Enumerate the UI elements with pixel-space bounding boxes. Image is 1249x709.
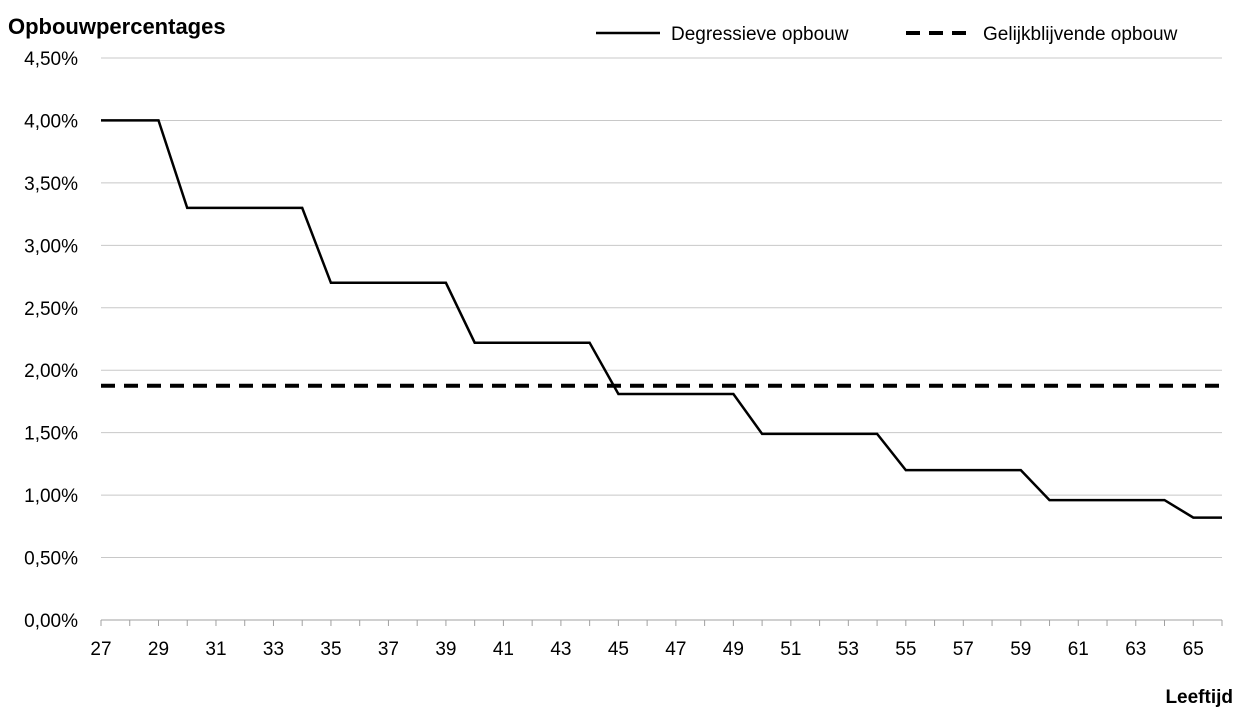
- x-tick-label: 39: [435, 639, 456, 660]
- x-tick-label: 61: [1068, 639, 1089, 660]
- y-tick-label: 2,50%: [24, 299, 78, 320]
- x-tick-label: 45: [608, 639, 629, 660]
- x-tick-label: 59: [1010, 639, 1031, 660]
- y-tick-label: 4,50%: [24, 49, 78, 70]
- legend-label-gelijkblijvende: Gelijkblijvende opbouw: [983, 24, 1178, 45]
- x-tick-label: 33: [263, 639, 284, 660]
- y-tick-label: 0,50%: [24, 549, 78, 570]
- y-tick-label: 1,50%: [24, 424, 78, 445]
- x-tick-label: 63: [1125, 639, 1146, 660]
- legend: Degressieve opbouw Gelijkblijvende opbou…: [596, 24, 1178, 45]
- x-tick-label: 43: [550, 639, 571, 660]
- x-tick-label: 37: [378, 639, 399, 660]
- y-tick-label: 3,00%: [24, 236, 78, 257]
- series-line-degressieve: [101, 119, 1222, 519]
- series-lines: [101, 119, 1222, 519]
- x-tick-label: 55: [895, 639, 916, 660]
- x-tick-label: 53: [838, 639, 859, 660]
- y-tick-label: 1,00%: [24, 486, 78, 507]
- chart-title: Opbouwpercentages: [8, 14, 226, 39]
- x-tick-label: 27: [90, 639, 111, 660]
- x-axis-ticks: 27 29 31 33 35 37 39 41 43 45 47 49 51 53 55 57 59 61 63 65: [90, 620, 1223, 660]
- x-tick-label: 35: [320, 639, 341, 660]
- x-tick-label: 31: [205, 639, 226, 660]
- x-axis-label: Leeftijd: [1165, 687, 1233, 708]
- x-tick-label: 47: [665, 639, 686, 660]
- y-tick-label: 4,00%: [24, 111, 78, 132]
- y-axis-ticks: 0,00% 0,50% 1,00% 1,50% 2,00% 2,50% 3,00% 3,50%…: [24, 49, 78, 632]
- y-tick-label: 3,50%: [24, 174, 78, 195]
- x-tick-label: 51: [780, 639, 801, 660]
- x-tick-label: 41: [493, 639, 514, 660]
- y-tick-label: 0,00%: [24, 611, 78, 632]
- legend-label-degressieve: Degressieve opbouw: [671, 24, 849, 45]
- x-tick-label: 65: [1183, 639, 1204, 660]
- y-tick-label: 2,00%: [24, 361, 78, 382]
- x-tick-label: 29: [148, 639, 169, 660]
- x-tick-label: 49: [723, 639, 744, 660]
- gridlines: [101, 57, 1222, 621]
- x-tick-label: 57: [953, 639, 974, 660]
